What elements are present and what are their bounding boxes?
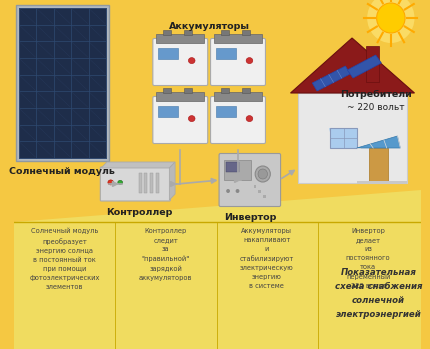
Text: Контроллер
следит
за
"правильной"
зарядкой
аккумуляторов: Контроллер следит за "правильной" зарядк… [139,228,192,281]
Ellipse shape [258,169,267,179]
Bar [214,34,262,43]
Ellipse shape [108,180,114,185]
Bar [221,30,229,35]
Bar [298,93,407,183]
Polygon shape [357,136,400,148]
Bar [221,88,229,93]
Ellipse shape [236,189,240,193]
Text: ~ 220 вольт: ~ 220 вольт [347,103,405,112]
Bar [369,148,388,183]
Bar [156,34,204,43]
Ellipse shape [118,180,123,184]
Text: Потребители: Потребители [340,90,412,99]
FancyBboxPatch shape [100,167,170,201]
Bar [216,48,236,59]
FancyBboxPatch shape [153,97,208,143]
Bar [158,106,178,118]
Bar [184,30,192,35]
Bar [14,222,421,349]
Bar [263,195,266,198]
Bar [150,173,153,193]
Bar [254,185,256,188]
FancyBboxPatch shape [153,38,208,86]
Bar [242,30,249,35]
Ellipse shape [367,0,415,43]
Ellipse shape [255,166,270,182]
Bar [163,88,171,93]
Bar [258,190,261,193]
Bar [184,88,192,93]
Text: Солнечный модуль
преобразует
энергию солнца
в постоянный ток
при помощи
фотоэлек: Солнечный модуль преобразует энергию сол… [29,228,99,290]
Bar [16,5,109,161]
Bar [366,46,380,82]
Polygon shape [101,162,175,168]
Bar [226,162,240,172]
Bar [330,128,357,148]
FancyBboxPatch shape [219,154,281,207]
Text: Аккумуляторы: Аккумуляторы [169,22,250,31]
Bar [214,92,262,101]
Bar [224,160,251,180]
Ellipse shape [246,58,253,64]
Polygon shape [14,190,421,222]
Bar [156,92,204,101]
Text: Аккумуляторы
накапливают
и
стабилизируют
электрическую
энергию
в системе: Аккумуляторы накапливают и стабилизируют… [240,228,294,289]
Text: Инвертор
делает
из
постоянного
тока
переменный
220 вольт: Инвертор делает из постоянного тока пере… [346,228,390,289]
Text: Показательная
схема снабжения
солнечной
электроэнергией: Показательная схема снабжения солнечной … [335,268,422,319]
Ellipse shape [377,3,405,33]
Text: Инвертор: Инвертор [224,213,276,222]
Text: Солнечный модуль: Солнечный модуль [9,167,114,176]
Ellipse shape [246,116,253,121]
FancyBboxPatch shape [211,38,265,86]
Ellipse shape [188,58,195,64]
Bar [242,88,249,93]
Polygon shape [291,38,415,93]
Polygon shape [347,55,381,78]
FancyBboxPatch shape [211,97,265,143]
Bar [357,181,407,184]
Ellipse shape [188,116,195,121]
Ellipse shape [226,189,230,193]
Polygon shape [169,162,175,200]
Text: Контроллер: Контроллер [106,208,172,217]
Bar [163,30,171,35]
Bar [216,106,236,118]
Bar [139,173,141,193]
Bar [156,173,159,193]
Polygon shape [312,66,350,91]
Bar [158,48,178,59]
Bar [14,0,421,222]
Bar [144,173,147,193]
Bar [19,8,106,158]
